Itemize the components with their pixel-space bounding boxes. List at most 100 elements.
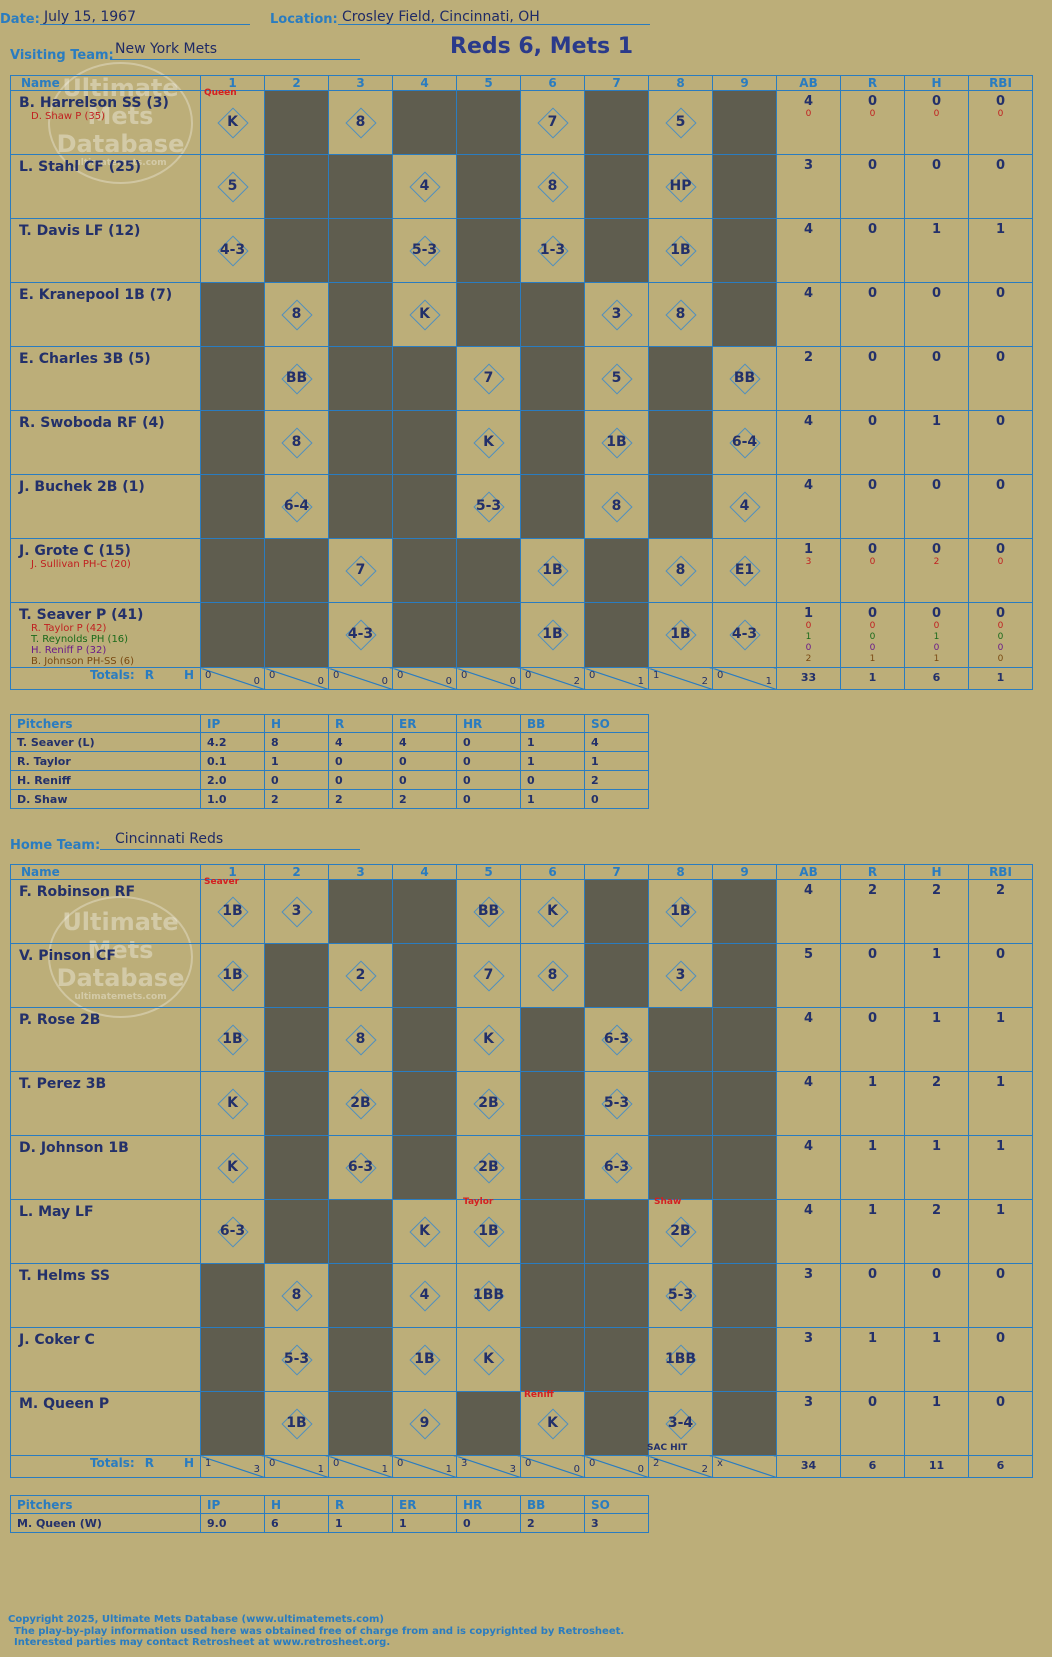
- inning-header-2: 2: [264, 864, 329, 880]
- sub-stat-value: 0: [869, 557, 876, 567]
- inning-cell: [584, 1199, 649, 1264]
- stat-cell-rbi: 1: [968, 1199, 1033, 1264]
- batter-name: V. Pinson CF: [19, 948, 116, 964]
- stat-value: 0: [931, 542, 942, 557]
- totals-label-cell: Totals: R H: [10, 1455, 201, 1478]
- stat-cell-h: 0: [904, 346, 969, 411]
- total-rbi: 6: [968, 1455, 1033, 1478]
- batter-name-cell: D. Johnson 1B: [10, 1135, 201, 1200]
- play-result: K: [483, 1350, 494, 1367]
- sub-stat-value: 1: [933, 654, 940, 664]
- stat-cell-ab: 3: [776, 1391, 841, 1456]
- pitcher-col-pitchers: Pitchers: [10, 714, 201, 733]
- stat-cell-r: 0: [840, 943, 905, 1008]
- batter-name-cell: L. Stahl CF (25): [10, 154, 201, 219]
- inning-hits: 1: [445, 1464, 452, 1475]
- play-result: 4-3: [219, 241, 246, 258]
- stat-value: 0: [995, 478, 1006, 493]
- inning-cell: 8: [584, 474, 649, 539]
- play-result: 9: [419, 1414, 430, 1431]
- stat-cell-r: 0: [840, 410, 905, 475]
- inning-cell: [328, 1199, 393, 1264]
- play-result: 1B: [286, 1414, 307, 1431]
- stat-value: 5: [803, 947, 814, 962]
- inning-cell: [200, 346, 265, 411]
- batter-name-cell: J. Buchek 2B (1): [10, 474, 201, 539]
- stat-header-ab: AB: [776, 864, 841, 880]
- pitcher-stat: 0: [328, 751, 393, 771]
- pitcher-row: D. Shaw 1.0 2 2 2 0 1 0: [10, 789, 649, 809]
- batter-row: J. Buchek 2B (1) 6-4 5-3 8 4 4 0 0 0: [10, 474, 1033, 539]
- inning-runs: 0: [461, 670, 468, 681]
- inning-cell: 8: [328, 1007, 393, 1072]
- pitcher-col-bb: BB: [520, 714, 585, 733]
- play-result: HP: [669, 177, 692, 194]
- inning-cell: 3: [648, 943, 713, 1008]
- pitcher-stat: 4: [328, 732, 393, 752]
- stat-value: 0: [931, 350, 942, 365]
- inning-cell: [520, 1327, 585, 1392]
- play-result: K: [227, 1158, 238, 1175]
- inning-cell: 6-3: [584, 1007, 649, 1072]
- pitcher-row: M. Queen (W) 9.0 6 1 1 0 2 3: [10, 1513, 649, 1533]
- inning-cell: 5-3: [392, 218, 457, 283]
- play-result: 1B: [222, 966, 243, 983]
- inning-cell: [392, 346, 457, 411]
- batter-name-cell: E. Charles 3B (5): [10, 346, 201, 411]
- pitcher-row: R. Taylor 0.1 1 0 0 0 1 1: [10, 751, 649, 771]
- inning-cell: BB: [456, 879, 521, 944]
- stat-value: 0: [995, 286, 1006, 301]
- inning-cell: 2: [328, 943, 393, 1008]
- stat-value: 0: [867, 1011, 878, 1026]
- stat-value: 0: [867, 414, 878, 429]
- inning-cell: [648, 1071, 713, 1136]
- home-team-label: Home Team:: [10, 838, 101, 853]
- inning-cell: 4-3: [328, 602, 393, 668]
- stat-value: 2: [803, 350, 814, 365]
- sub-stat-value: 0: [869, 643, 876, 653]
- inning-cell: [584, 943, 649, 1008]
- batter-row: T. Seaver P (41) R. Taylor P (42) T. Reyno…: [10, 602, 1033, 668]
- inning-cell: [328, 346, 393, 411]
- pitcher-stat: 0: [520, 770, 585, 790]
- play-result: 1B: [542, 561, 563, 578]
- play-result: 8: [547, 177, 558, 194]
- sub-stat-value: 1: [869, 654, 876, 664]
- inning-cell: 1B: [584, 410, 649, 475]
- stat-value: 0: [867, 350, 878, 365]
- stat-cell-rbi: 0: [968, 474, 1033, 539]
- inning-cell: [456, 218, 521, 283]
- inning-runs: 0: [269, 1458, 276, 1469]
- stat-cell-h: 2: [904, 1199, 969, 1264]
- inning-cell: [520, 346, 585, 411]
- stat-value: 4: [803, 286, 814, 301]
- inning-cell: 1B: [520, 602, 585, 668]
- inning-cell: [456, 282, 521, 347]
- batter-name: F. Robinson RF: [19, 884, 136, 900]
- inning-cell: 5-3: [264, 1327, 329, 1392]
- copyright-line: Copyright 2025, Ultimate Mets Database (…: [8, 1614, 384, 1625]
- inning-cell: [584, 218, 649, 283]
- inning-cell: [200, 1327, 265, 1392]
- batter-row: M. Queen P 1B 9 K 3-4 3 0 1 0: [10, 1391, 1033, 1456]
- inning-hits: 0: [253, 676, 260, 687]
- stat-cell-ab: 4: [776, 1135, 841, 1200]
- play-result: E1: [734, 561, 755, 578]
- inning-runs: 0: [333, 670, 340, 681]
- play-result: K: [419, 305, 430, 322]
- inning-cell: E1: [712, 538, 777, 603]
- inning-cell: [328, 1263, 393, 1328]
- sub-stat-value: 1: [933, 632, 940, 642]
- stat-value: 0: [867, 478, 878, 493]
- stat-header-r: R: [840, 75, 905, 91]
- inning-cell: [584, 154, 649, 219]
- stat-value: 2: [867, 883, 878, 898]
- play-result: 7: [355, 561, 366, 578]
- stat-value: 0: [931, 94, 942, 109]
- pitcher-col-so: SO: [584, 714, 649, 733]
- inning-cell: K: [392, 282, 457, 347]
